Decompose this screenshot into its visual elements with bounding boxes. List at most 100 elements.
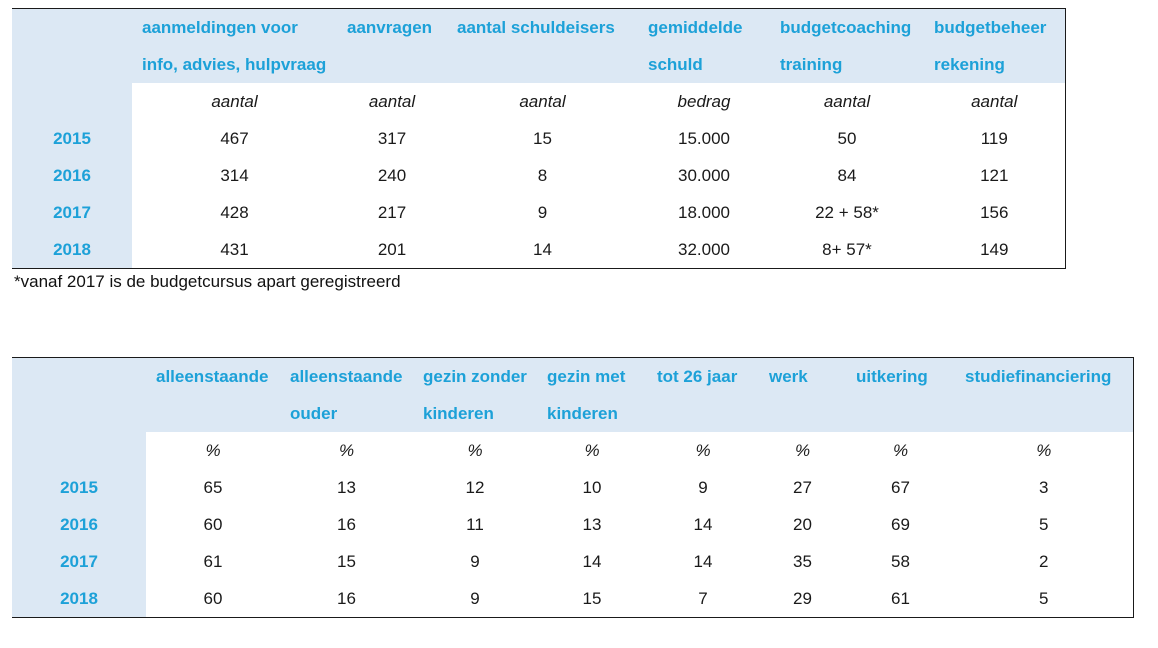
header-line: aanvragen — [347, 18, 433, 37]
value-cell: 61 — [891, 588, 910, 608]
value-cell: 69 — [891, 514, 910, 534]
unit-stub — [12, 432, 146, 469]
unit-cell: aantal — [519, 91, 566, 111]
value-cell: 22 + 58* — [815, 202, 879, 222]
value-cell: 7 — [698, 588, 708, 608]
header-stub — [12, 8, 132, 83]
unit-cell: % — [584, 440, 600, 460]
value-cell: 431 — [220, 239, 249, 259]
header-line: training — [780, 55, 843, 74]
unit-cell: aantal — [368, 91, 416, 111]
demographics-header-row: alleenstaande alleenstaande ouder gezin z… — [12, 357, 1133, 432]
header-line: ouder — [290, 404, 338, 423]
value-cell: 16 — [337, 514, 356, 534]
header-line: kinderen — [547, 404, 618, 423]
table-row: 2016 60 16 11 13 14 20 69 5 — [12, 506, 1133, 543]
col-header-gezin-zonder: gezin zonder kinderen — [413, 357, 537, 432]
value-cell: 2 — [1039, 551, 1049, 571]
value-cell: 14 — [533, 239, 552, 259]
col-header-aanvragen: aanvragen — [337, 8, 447, 83]
value-cell: 32.000 — [678, 239, 730, 259]
value-cell: 60 — [203, 514, 223, 534]
table-row: 2018 60 16 9 15 7 29 61 5 — [12, 580, 1133, 618]
unit-cell: % — [338, 440, 355, 460]
col-header-studiefinanciering: studiefinanciering — [955, 357, 1133, 432]
col-header-gezin-met: gezin met kinderen — [537, 357, 647, 432]
unit-cell: aantal — [211, 91, 258, 111]
unit-row: aantal aantal aantal bedrag aantal aanta… — [12, 83, 1065, 120]
value-cell: 428 — [220, 202, 249, 222]
unit-cell: % — [695, 440, 711, 460]
value-cell: 15 — [533, 128, 552, 148]
unit-cell: % — [794, 440, 811, 460]
table-row: 2016 314 240 8 30.000 84 121 — [12, 157, 1065, 194]
value-cell: 9 — [698, 477, 708, 497]
unit-row: % % % % % % % % — [12, 432, 1133, 469]
value-cell: 67 — [891, 477, 910, 497]
value-cell: 8+ 57* — [822, 239, 872, 259]
services-table: aanmeldingen voor info, advies, hulpvraag… — [12, 8, 1066, 269]
value-cell: 149 — [980, 239, 1009, 259]
value-cell: 5 — [1039, 588, 1049, 608]
header-line: budgetcoaching — [780, 18, 912, 37]
header-line: gezin met — [547, 367, 626, 386]
value-cell: 240 — [377, 165, 407, 185]
year-cell: 2015 — [12, 120, 132, 157]
value-cell: 201 — [377, 239, 407, 259]
value-cell: 9 — [537, 202, 548, 222]
table-row: 2015 467 317 15 15.000 50 119 — [12, 120, 1065, 157]
header-line: gezin zonder — [423, 367, 527, 386]
table-row: 2018 431 201 14 32.000 8+ 57* 149 — [12, 231, 1065, 269]
col-header-alleenstaande-ouder: alleenstaande ouder — [280, 357, 413, 432]
header-stub — [12, 357, 146, 432]
footnote: *vanaf 2017 is de budgetcursus apart ger… — [14, 272, 401, 291]
header-line: alleenstaande — [290, 367, 403, 386]
value-cell: 15 — [337, 551, 356, 571]
value-cell: 18.000 — [678, 202, 730, 222]
value-cell: 29 — [793, 588, 812, 608]
value-cell: 314 — [220, 165, 249, 185]
col-header-alleenstaande: alleenstaande — [146, 357, 280, 432]
year-cell: 2015 — [12, 469, 146, 506]
services-header-row: aanmeldingen voor info, advies, hulpvraag… — [12, 8, 1065, 83]
header-line: kinderen — [423, 404, 494, 423]
value-cell: 9 — [470, 551, 480, 571]
unit-stub — [12, 83, 132, 120]
col-header-budgetcoaching: budgetcoaching training — [770, 8, 924, 83]
unit-cell: bedrag — [677, 91, 731, 111]
value-cell: 14 — [693, 551, 713, 571]
value-cell: 58 — [891, 551, 910, 571]
value-cell: 14 — [693, 514, 713, 534]
unit-cell: aantal — [971, 91, 1018, 111]
year-cell: 2018 — [12, 231, 132, 269]
table-row: 2017 428 217 9 18.000 22 + 58* 156 — [12, 194, 1065, 231]
value-cell: 317 — [377, 128, 407, 148]
value-cell: 16 — [337, 588, 356, 608]
value-cell: 8 — [537, 165, 548, 185]
col-header-schuld: gemiddelde schuld — [638, 8, 770, 83]
year-cell: 2016 — [12, 157, 132, 194]
value-cell: 11 — [466, 514, 484, 534]
value-cell: 10 — [582, 477, 602, 497]
header-line: studiefinanciering — [965, 367, 1112, 386]
header-line: aanmeldingen voor — [142, 18, 298, 37]
unit-cell: % — [467, 440, 483, 460]
value-cell: 84 — [837, 165, 857, 185]
header-line: schuld — [648, 55, 703, 74]
value-cell: 13 — [337, 477, 356, 497]
value-cell: 15.000 — [678, 128, 730, 148]
value-cell: 35 — [793, 551, 812, 571]
value-cell: 12 — [465, 477, 485, 497]
year-cell: 2018 — [12, 580, 146, 618]
header-line: gemiddelde — [648, 18, 743, 37]
col-header-aanmeldingen: aanmeldingen voor info, advies, hulpvraag — [132, 8, 337, 83]
value-cell: 61 — [203, 551, 223, 571]
value-cell: 20 — [793, 514, 812, 534]
demographics-table: alleenstaande alleenstaande ouder gezin z… — [12, 357, 1134, 618]
col-header-schuldeisers: aantal schuldeisers — [447, 8, 638, 83]
value-cell: 9 — [470, 588, 480, 608]
unit-cell: % — [1036, 440, 1052, 460]
header-line: aantal schuldeisers — [457, 18, 615, 37]
col-header-budgetbeheer: budgetbeheer rekening — [924, 8, 1065, 83]
value-cell: 467 — [220, 128, 249, 148]
